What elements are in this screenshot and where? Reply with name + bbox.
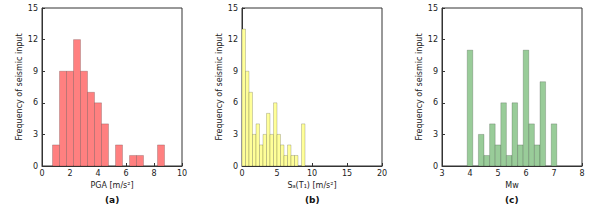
- svg-text:0: 0: [433, 162, 438, 171]
- svg-text:12: 12: [228, 35, 238, 44]
- svg-text:4: 4: [95, 169, 100, 178]
- svg-text:12: 12: [428, 35, 438, 44]
- svg-text:9: 9: [233, 67, 238, 76]
- svg-text:12: 12: [28, 35, 38, 44]
- svg-text:3: 3: [439, 169, 444, 178]
- svg-text:10: 10: [177, 169, 187, 178]
- svg-text:15: 15: [28, 4, 38, 13]
- svg-text:Frequency of seismic input: Frequency of seismic input: [215, 33, 224, 140]
- svg-text:5: 5: [495, 169, 500, 178]
- svg-text:6: 6: [523, 169, 528, 178]
- svg-text:6: 6: [433, 98, 438, 107]
- svg-text:Frequency of seismic input: Frequency of seismic input: [415, 33, 424, 140]
- svg-text:5: 5: [274, 169, 279, 178]
- svg-text:2: 2: [67, 169, 72, 178]
- svg-text:15: 15: [342, 169, 352, 178]
- svg-text:0: 0: [33, 162, 38, 171]
- svg-text:15: 15: [228, 4, 238, 13]
- svg-text:4: 4: [467, 169, 472, 178]
- svg-text:Mw: Mw: [505, 181, 519, 190]
- svg-text:(a): (a): [105, 195, 119, 205]
- svg-text:3: 3: [233, 130, 238, 139]
- svg-text:20: 20: [377, 169, 387, 178]
- svg-text:6: 6: [33, 98, 38, 107]
- svg-text:(c): (c): [505, 195, 519, 205]
- svg-text:8: 8: [151, 169, 156, 178]
- svg-text:PGA [m/s²]: PGA [m/s²]: [90, 181, 133, 190]
- svg-text:10: 10: [307, 169, 317, 178]
- svg-text:0: 0: [233, 162, 238, 171]
- svg-text:(b): (b): [305, 195, 320, 205]
- svg-text:3: 3: [433, 130, 438, 139]
- svg-text:0: 0: [239, 169, 244, 178]
- svg-text:Frequency of seismic input: Frequency of seismic input: [15, 33, 24, 140]
- svg-text:9: 9: [33, 67, 38, 76]
- svg-text:7: 7: [551, 169, 556, 178]
- svg-text:15: 15: [428, 4, 438, 13]
- svg-text:3: 3: [33, 130, 38, 139]
- svg-text:6: 6: [233, 98, 238, 107]
- svg-text:8: 8: [579, 169, 584, 178]
- svg-text:9: 9: [433, 67, 438, 76]
- svg-text:Sₐ(T₁) [m/s²]: Sₐ(T₁) [m/s²]: [287, 181, 336, 190]
- svg-text:6: 6: [123, 169, 128, 178]
- svg-text:0: 0: [39, 169, 44, 178]
